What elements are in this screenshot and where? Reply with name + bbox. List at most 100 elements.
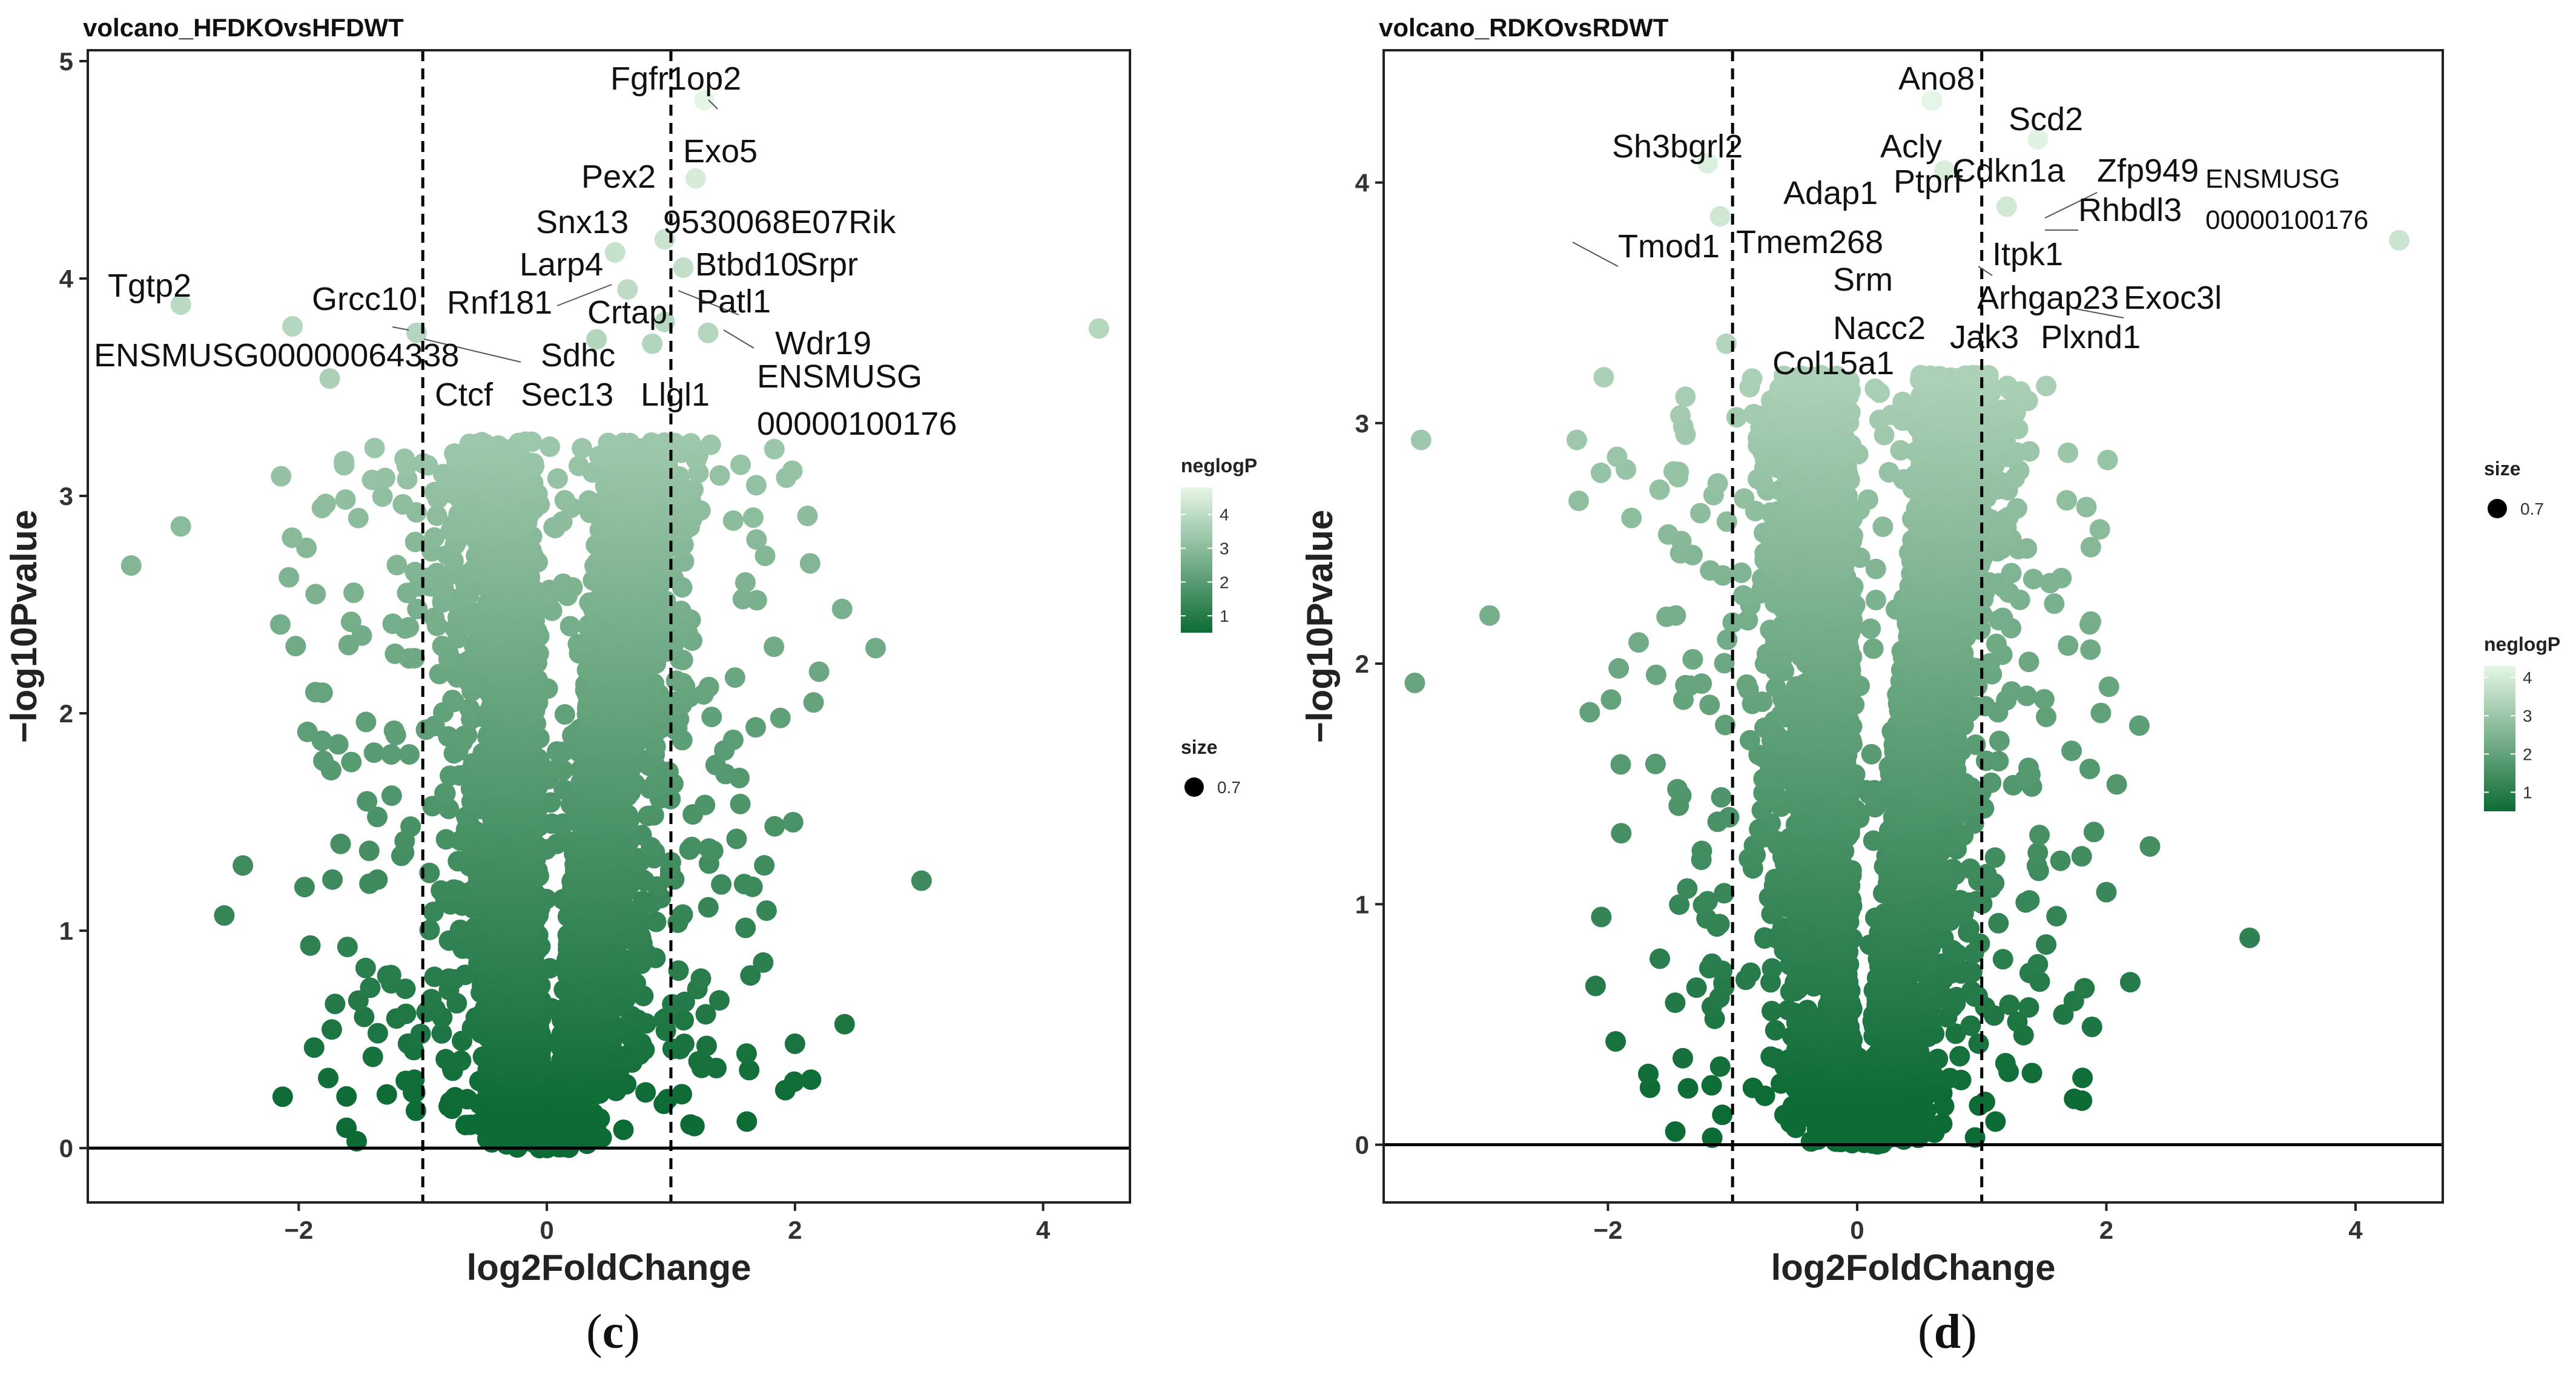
data-point bbox=[694, 90, 715, 111]
data-point bbox=[121, 555, 142, 576]
data-point bbox=[1088, 318, 1109, 339]
gene-label: Tgtp2 bbox=[108, 268, 191, 304]
data-point bbox=[442, 690, 463, 711]
data-point bbox=[799, 553, 821, 574]
data-point bbox=[724, 667, 745, 688]
data-point bbox=[341, 751, 362, 773]
data-point bbox=[736, 1111, 758, 1132]
data-point bbox=[1712, 1104, 1733, 1126]
data-point bbox=[303, 1037, 325, 1058]
data-point bbox=[334, 450, 355, 472]
data-point bbox=[318, 1067, 339, 1089]
leader-line bbox=[708, 99, 718, 110]
data-point bbox=[297, 721, 318, 742]
data-point bbox=[782, 460, 803, 481]
data-point bbox=[682, 479, 704, 500]
data-point bbox=[360, 977, 381, 998]
data-point bbox=[405, 532, 426, 553]
gene-label: Exo5 bbox=[683, 133, 758, 170]
data-point bbox=[681, 837, 702, 857]
data-point bbox=[1932, 1113, 1953, 1135]
data-point bbox=[753, 952, 774, 973]
data-point bbox=[546, 758, 567, 779]
data-point bbox=[1985, 1111, 2006, 1132]
data-point bbox=[742, 507, 764, 528]
data-point bbox=[285, 636, 306, 657]
data-point bbox=[313, 750, 334, 771]
x-tick-label: 2 bbox=[788, 1216, 802, 1244]
data-point bbox=[367, 806, 388, 828]
data-point bbox=[451, 1050, 472, 1071]
colorbar bbox=[1181, 487, 1212, 633]
data-point bbox=[745, 717, 766, 738]
point-cloud bbox=[121, 90, 1109, 1159]
data-point bbox=[363, 742, 385, 763]
colorbar-tick-label: 4 bbox=[1220, 506, 1229, 524]
gene-label: Sec13 bbox=[521, 377, 613, 413]
data-point bbox=[404, 648, 425, 669]
data-point bbox=[432, 464, 454, 484]
data-point bbox=[730, 793, 751, 814]
colorbar-title: neglogP bbox=[1181, 455, 1257, 476]
data-point bbox=[782, 812, 804, 833]
data-point bbox=[797, 506, 818, 527]
data-point bbox=[632, 869, 653, 890]
data-point bbox=[668, 960, 689, 981]
data-point bbox=[547, 741, 567, 762]
data-point bbox=[330, 833, 351, 854]
data-point bbox=[865, 638, 886, 659]
data-point bbox=[698, 322, 719, 343]
y-tick-label: 4 bbox=[59, 265, 74, 293]
data-point bbox=[405, 561, 426, 582]
data-point bbox=[426, 505, 447, 526]
data-point bbox=[279, 567, 300, 588]
data-point bbox=[764, 636, 785, 658]
gene-label: Fgfr1op2 bbox=[610, 61, 741, 97]
data-point bbox=[688, 1051, 709, 1072]
data-point bbox=[665, 670, 687, 691]
gene-label: Sdhc bbox=[541, 337, 615, 374]
data-point bbox=[632, 890, 653, 911]
data-point bbox=[617, 279, 638, 300]
data-point bbox=[554, 490, 575, 511]
data-point bbox=[443, 879, 464, 900]
data-point bbox=[355, 711, 377, 733]
data-point bbox=[730, 454, 751, 475]
data-point bbox=[435, 1049, 457, 1070]
data-point bbox=[431, 1023, 452, 1044]
data-point bbox=[362, 1046, 383, 1067]
data-point bbox=[754, 855, 775, 876]
data-point bbox=[372, 486, 393, 507]
data-point bbox=[674, 991, 695, 1012]
data-point bbox=[405, 1100, 426, 1121]
data-point bbox=[708, 990, 730, 1011]
data-point bbox=[282, 527, 303, 549]
data-point bbox=[305, 682, 326, 703]
y-tick-label: 5 bbox=[59, 47, 73, 76]
data-point bbox=[808, 661, 830, 682]
data-point bbox=[586, 329, 607, 350]
data-point bbox=[635, 1082, 656, 1103]
gene-label: ENSMUSG bbox=[757, 358, 922, 395]
data-point bbox=[911, 870, 932, 891]
data-point bbox=[364, 437, 385, 458]
data-point bbox=[572, 438, 593, 459]
colorbar-tick-label: 2 bbox=[1220, 573, 1229, 592]
data-point bbox=[367, 869, 388, 890]
x-tick-label: 0 bbox=[540, 1216, 553, 1244]
data-point bbox=[643, 805, 664, 826]
data-point bbox=[515, 431, 536, 452]
data-point bbox=[613, 1119, 634, 1140]
data-point bbox=[695, 1004, 716, 1025]
data-point bbox=[272, 1086, 293, 1107]
gene-label: Snx13 bbox=[536, 204, 629, 240]
data-point bbox=[690, 968, 712, 989]
data-point bbox=[764, 816, 785, 837]
gene-label: ENSMUSG00000064338 bbox=[94, 337, 459, 374]
data-point bbox=[739, 1060, 760, 1081]
data-point bbox=[335, 489, 356, 510]
y-axis-label: −log10Pvalue bbox=[4, 510, 44, 743]
data-point bbox=[756, 900, 777, 921]
data-point bbox=[325, 994, 346, 1015]
data-point bbox=[831, 598, 853, 619]
